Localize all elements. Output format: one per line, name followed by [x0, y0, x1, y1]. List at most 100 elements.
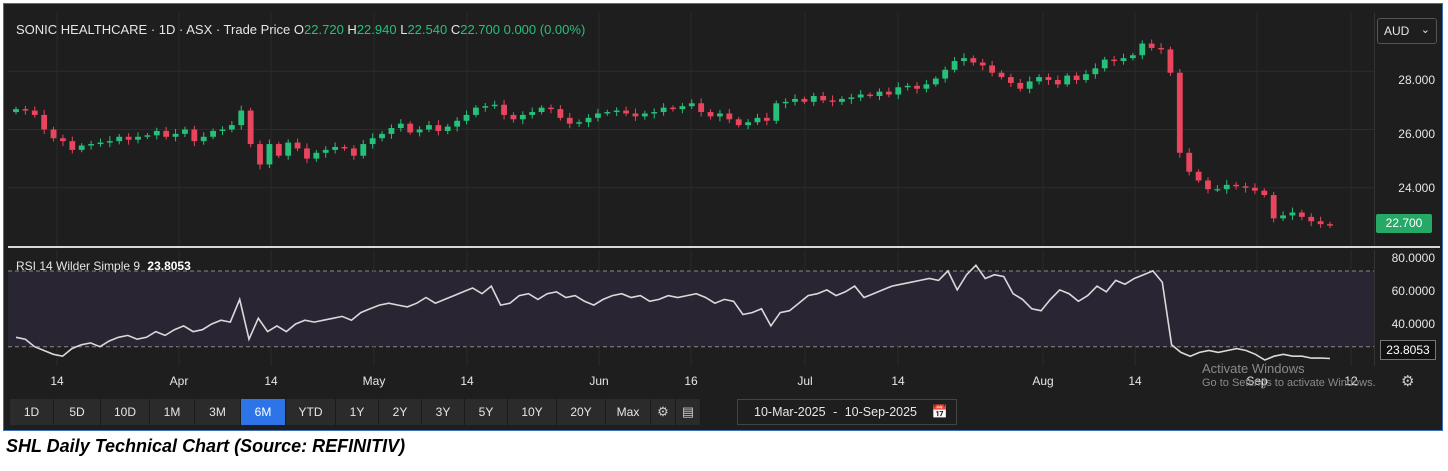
range-button-1y[interactable]: 1Y [336, 399, 379, 425]
range-button-3m[interactable]: 3M [195, 399, 241, 425]
range-button-2y[interactable]: 2Y [379, 399, 422, 425]
candle [876, 88, 883, 101]
range-button-3y[interactable]: 3Y [422, 399, 465, 425]
candle-body [595, 113, 601, 118]
candle-body [1223, 184, 1230, 190]
high-key: H [347, 22, 357, 37]
candle-body [369, 138, 376, 145]
price-panel[interactable] [8, 13, 1374, 246]
candle [153, 127, 160, 140]
candle [529, 107, 536, 119]
candle-body [1195, 171, 1202, 181]
candle-body [979, 62, 986, 66]
candle [670, 105, 676, 112]
candle-body [1054, 79, 1061, 85]
candle-body [970, 58, 977, 63]
candle [1327, 221, 1333, 228]
candle-body [1101, 59, 1108, 69]
candle [660, 103, 667, 116]
price-axis[interactable]: 28.000 26.000 24.000 [1374, 13, 1441, 246]
table-icon[interactable]: ▤ [676, 399, 701, 425]
range-button-10y[interactable]: 10Y [508, 399, 557, 425]
candle-body [397, 123, 404, 129]
candle [191, 125, 198, 147]
candle-body [501, 104, 507, 115]
settings-icon[interactable]: ⚙ [1401, 373, 1415, 390]
candle [1289, 207, 1296, 220]
candle-body [932, 78, 939, 85]
range-button-1m[interactable]: 1M [150, 399, 195, 425]
candle [989, 60, 996, 77]
range-button-1d[interactable]: 1D [10, 399, 54, 425]
candle-body [820, 96, 827, 101]
range-button-ytd[interactable]: YTD [286, 399, 336, 425]
candle [1270, 191, 1277, 223]
range-button-6m[interactable]: 6M [241, 399, 286, 425]
candle [970, 55, 977, 66]
candle-body [698, 103, 705, 113]
candle [745, 119, 751, 130]
candle-body [416, 129, 423, 133]
candle [1233, 182, 1240, 190]
candle [688, 99, 695, 109]
candle [557, 105, 564, 121]
range-button-20y[interactable]: 20Y [557, 399, 606, 425]
candle [275, 141, 282, 159]
panel-divider[interactable] [8, 246, 1440, 248]
candle [60, 134, 66, 147]
candle [97, 138, 104, 147]
rsi-chart[interactable] [8, 250, 1374, 366]
candle-body [1327, 224, 1333, 226]
candle-body [444, 126, 451, 131]
range-toolbar: 1D 5D 10D 1M 3M 6M YTD 1Y 2Y 3Y 5Y 10Y 2… [10, 399, 701, 425]
candle [13, 106, 19, 115]
date-from: 10-Mar-2025 [754, 405, 826, 419]
candle [313, 150, 320, 162]
candle [782, 98, 789, 109]
candle [1129, 52, 1136, 61]
time-tick-label: 14 [891, 374, 905, 388]
candle [125, 133, 132, 145]
candle-body [576, 122, 583, 124]
candle [707, 109, 714, 120]
candle-body [219, 129, 226, 131]
time-tick-label: 14 [264, 374, 278, 388]
time-axis[interactable]: 14 Apr 14 May 14 Jun 16 Jul 14 Aug 14 Se… [8, 370, 1440, 392]
range-button-10d[interactable]: 10D [101, 399, 150, 425]
gear-icon[interactable]: ⚙ [651, 399, 676, 425]
range-button-5d[interactable]: 5D [54, 399, 101, 425]
candle-body [810, 96, 817, 102]
candle [501, 99, 507, 120]
calendar-icon[interactable]: 📅 [931, 404, 948, 419]
candle [1195, 169, 1202, 183]
candle [1176, 69, 1183, 158]
candle [1083, 70, 1089, 83]
figure-caption: SHL Daily Technical Chart (Source: REFIN… [6, 436, 406, 456]
range-button-5y[interactable]: 5Y [465, 399, 508, 425]
rsi-panel[interactable] [8, 250, 1374, 366]
time-tick-label: Aug [1032, 374, 1054, 388]
candle [839, 96, 845, 106]
range-button-max[interactable]: Max [606, 399, 651, 425]
currency-select[interactable]: AUD ⌄ [1377, 18, 1437, 44]
price-chart[interactable] [8, 13, 1374, 246]
currency-label: AUD [1384, 24, 1410, 38]
candle-body [707, 112, 714, 117]
candle-body [660, 107, 667, 113]
candle [923, 79, 930, 93]
rsi-axis[interactable]: 80.0000 60.0000 40.0000 [1374, 250, 1441, 366]
candle-body [1036, 77, 1042, 82]
candle-body [135, 136, 141, 140]
candle [78, 143, 85, 153]
candle [1223, 179, 1230, 194]
candle [519, 111, 526, 125]
candle [172, 128, 179, 142]
candle [763, 112, 770, 126]
candle-body [454, 120, 461, 127]
candle [332, 142, 339, 154]
candle [388, 124, 395, 139]
candle [482, 102, 489, 112]
date-range-picker[interactable]: 10-Mar-2025 - 10-Sep-2025 📅 [737, 399, 957, 425]
candle [491, 100, 498, 109]
candle-body [125, 136, 132, 140]
